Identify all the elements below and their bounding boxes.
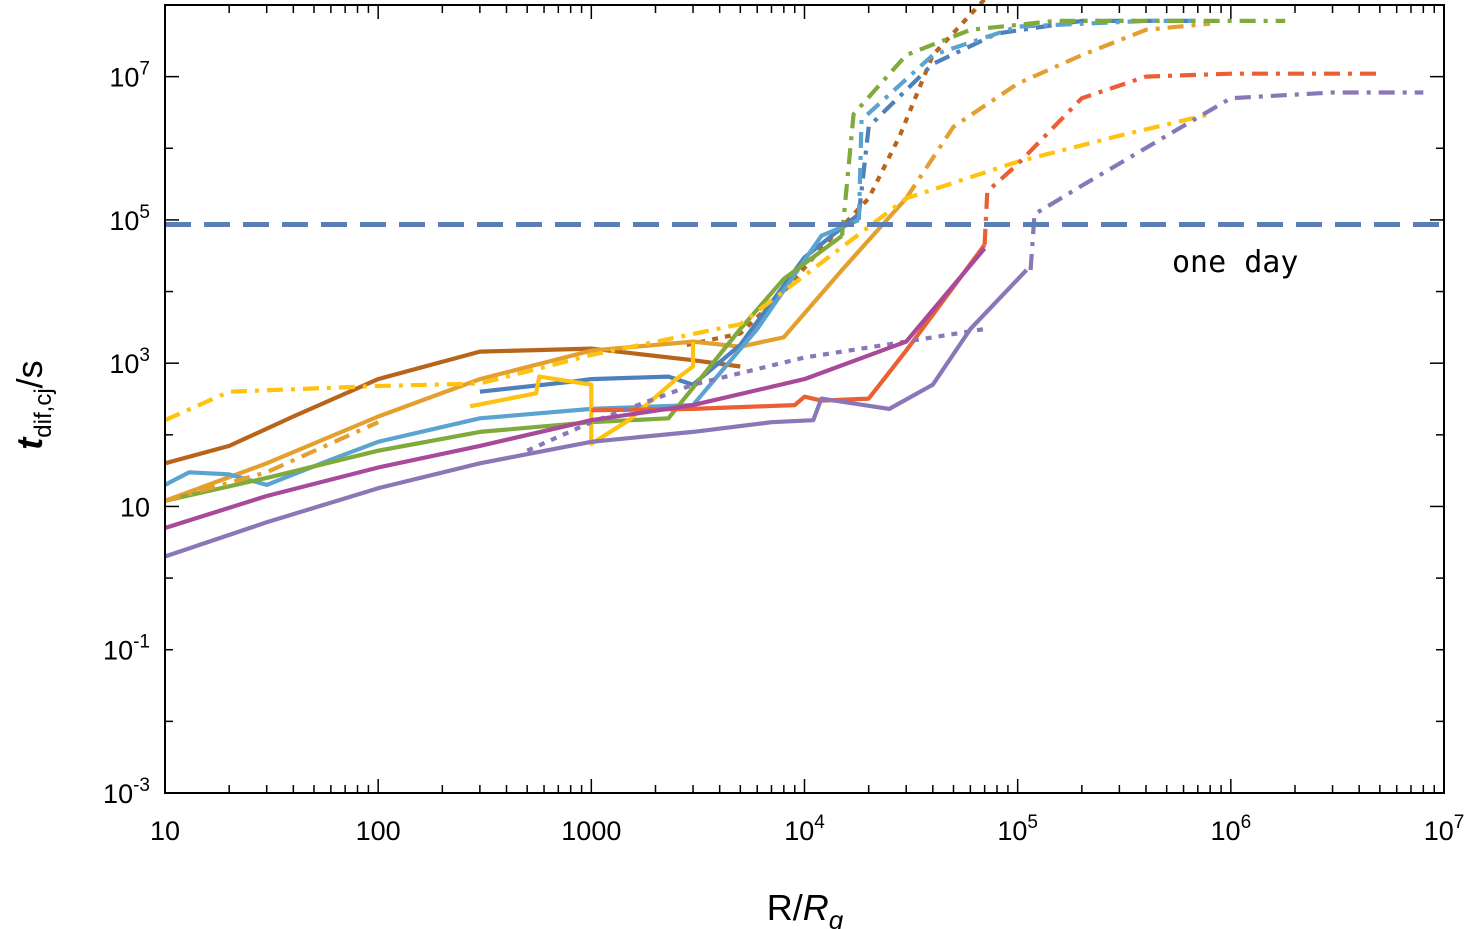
y-tick-label: 105 [109, 202, 150, 236]
plot-frame [164, 4, 1445, 794]
series-line-15 [164, 268, 1029, 559]
x-tick-label: 100 [356, 816, 401, 846]
y-tick-labels: 10-3 10-1 10 103 105 107 [103, 59, 150, 809]
series-line-18 [164, 247, 987, 531]
y-tick-label: 10-3 [103, 775, 150, 809]
x-axis-title: R/Rg [767, 887, 844, 929]
series-line-6 [856, 18, 1198, 215]
series-line-19 [164, 420, 380, 503]
series-line-11 [164, 112, 1211, 423]
x-tick-label: 10 [150, 816, 180, 846]
series-line-13 [591, 243, 987, 413]
series-line-17 [1028, 90, 1424, 271]
series-group [164, 0, 1424, 559]
series-line-4 [904, 21, 1211, 200]
series-line-14 [982, 71, 1380, 245]
y-tick-label: 107 [109, 59, 150, 93]
x-tick-label: 106 [1211, 812, 1252, 846]
y-axis-title: tdif,cj/s [9, 360, 57, 449]
axis-ticks [164, 4, 1444, 794]
series-line-9 [164, 234, 844, 503]
x-tick-label: 1000 [561, 816, 621, 846]
x-tick-label: 104 [784, 812, 825, 846]
series-line-7 [164, 217, 860, 487]
x-tick-label: 107 [1424, 812, 1465, 846]
series-line-3 [164, 196, 908, 503]
x-tick-labels: 10 100 1000 104 105 106 107 [150, 812, 1464, 846]
series-line-1 [164, 346, 741, 466]
one-day-label: one day [1172, 245, 1298, 280]
x-tick-label: 105 [997, 812, 1038, 846]
y-tick-label: 10 [120, 492, 150, 522]
y-tick-label: 103 [109, 345, 150, 379]
series-line-16 [526, 326, 985, 453]
y-tick-label: 10-1 [103, 632, 150, 666]
series-line-10 [839, 18, 1286, 236]
series-line-8 [856, 18, 1198, 220]
